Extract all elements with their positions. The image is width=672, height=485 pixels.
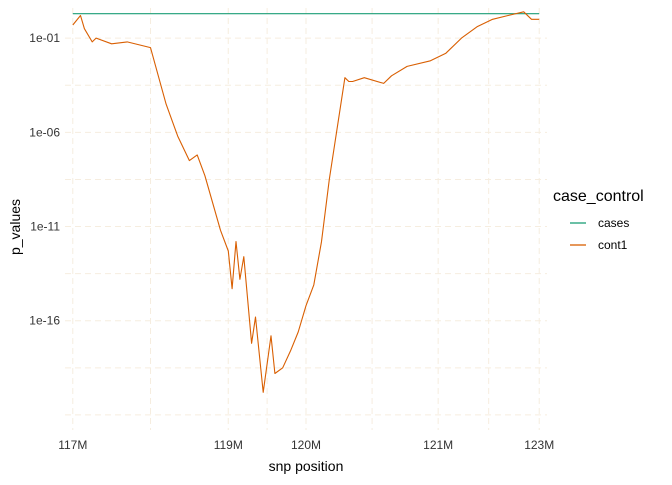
y-tick-label: 1e-11	[30, 220, 60, 234]
x-tick-label: 121M	[423, 438, 453, 452]
x-tick-label: 120M	[291, 438, 321, 452]
y-tick-label: 1e-01	[29, 31, 60, 45]
x-tick-labels: 117M 119M 120M 121M 123M	[58, 438, 554, 452]
y-axis-label: p_values	[7, 199, 23, 255]
x-axis-label: snp position	[269, 458, 344, 474]
x-tick-label: 117M	[58, 438, 87, 452]
legend-title: case_control	[553, 188, 644, 205]
y-tick-label: 1e-06	[29, 125, 60, 139]
series-layer	[72, 11, 540, 393]
series-line-cont1	[72, 11, 540, 393]
grid	[65, 8, 547, 430]
y-tick-labels: 1e-01 1e-06 1e-11 1e-16	[29, 31, 60, 328]
x-tick-label: 123M	[524, 438, 554, 452]
legend-label-cont1: cont1	[598, 238, 628, 252]
x-tick-label: 119M	[214, 438, 243, 452]
y-tick-label: 1e-16	[29, 314, 60, 328]
legend-label-cases: cases	[598, 216, 629, 230]
legend: case_control cases cont1	[553, 188, 644, 252]
